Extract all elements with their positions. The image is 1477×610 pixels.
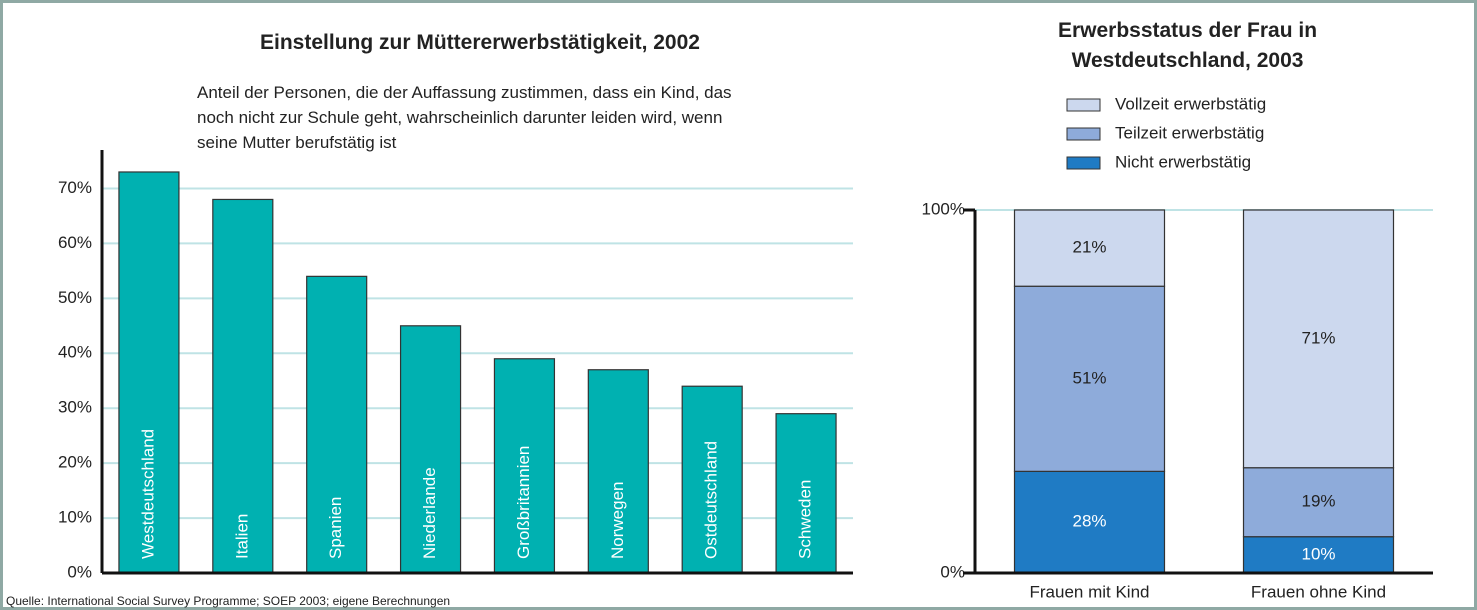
value-label: 71% <box>1301 328 1335 347</box>
category-label: Italien <box>232 514 251 559</box>
y-tick-label: 10% <box>58 508 92 527</box>
legend-swatch <box>1066 127 1101 141</box>
y-tick-label: 100% <box>922 199 965 218</box>
bar-segment <box>1013 285 1166 472</box>
value-label: 19% <box>1301 492 1335 511</box>
legend-swatch <box>1066 98 1101 112</box>
y-tick-label: 50% <box>58 288 92 307</box>
x-tick-label: Frauen mit Kind <box>1030 582 1150 601</box>
category-label: Spanien <box>326 497 345 559</box>
category-label: Großbritannien <box>514 446 533 559</box>
bar <box>587 369 649 574</box>
y-tick-label: 20% <box>58 453 92 472</box>
value-label: 28% <box>1072 512 1106 531</box>
chart-title: Einstellung zur Müttererwerbstätigkeit, … <box>260 31 700 54</box>
legend-label: Teilzeit erwerbstätig <box>1115 123 1264 142</box>
y-tick-label: 0% <box>940 562 965 581</box>
category-label: Schweden <box>796 480 815 559</box>
legend-swatch <box>1066 156 1101 170</box>
category-label: Norwegen <box>608 482 627 560</box>
y-tick-label: 40% <box>58 343 92 362</box>
value-label: 51% <box>1072 368 1106 387</box>
x-tick-label: Frauen ohne Kind <box>1251 582 1386 601</box>
bar-segment <box>1013 470 1166 574</box>
bar <box>681 385 743 574</box>
legend-label: Nicht erwerbstätig <box>1115 152 1251 171</box>
value-label: 10% <box>1301 544 1335 563</box>
bar-segment <box>1013 209 1166 287</box>
category-label: Ostdeutschland <box>702 441 721 559</box>
y-tick-label: 0% <box>67 562 92 581</box>
source-note: Quelle: International Social Survey Prog… <box>6 594 451 608</box>
bar <box>212 198 274 574</box>
bar <box>399 325 462 574</box>
chart-title: Erwerbsstatus der Frau in Westdeutschlan… <box>1057 19 1318 72</box>
category-label: Niederlande <box>420 467 439 559</box>
bar <box>775 413 837 574</box>
bar <box>493 358 556 574</box>
y-tick-label: 70% <box>58 178 92 197</box>
value-label: 21% <box>1072 238 1106 257</box>
bar <box>118 171 180 574</box>
chart-subtitle: Anteil der Personen, die der Auffassung … <box>197 83 732 152</box>
bar-segment <box>1242 209 1395 469</box>
y-tick-label: 60% <box>58 233 92 252</box>
bar-segment <box>1242 467 1395 538</box>
y-tick-label: 30% <box>58 398 92 417</box>
category-label: Westdeutschland <box>138 429 157 559</box>
legend-label: Vollzeit erwerbstätig <box>1115 94 1266 113</box>
